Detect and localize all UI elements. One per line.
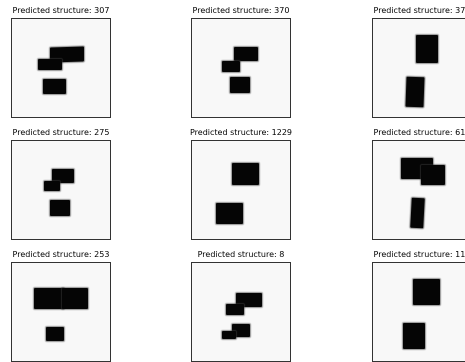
structure-image (372, 18, 465, 118)
block-shape (46, 327, 64, 341)
panel-title: Predicted structure: 253 (12, 250, 110, 259)
block-shape (34, 288, 64, 309)
block-shape (421, 165, 445, 185)
panel-title: Predicted structure: 307 (12, 6, 110, 15)
block-shape (410, 197, 425, 229)
block-shape (416, 35, 438, 63)
block-shape (230, 77, 250, 93)
structure-image (191, 262, 291, 362)
block-shape (232, 163, 259, 185)
block-shape (236, 293, 262, 307)
structure-image (11, 18, 111, 118)
panel-title: Predicted structure: 374 (373, 6, 465, 15)
structure-image (11, 262, 111, 362)
structure-image (372, 262, 465, 362)
panel-title: Predicted structure: 614 (373, 128, 465, 137)
panel-title: Predicted structure: 370 (192, 6, 290, 15)
block-shape (50, 200, 70, 216)
block-shape (234, 47, 258, 61)
block-shape (403, 323, 425, 349)
panel-title: Predicted structure: 275 (12, 128, 110, 137)
panel-title: Predicted structure: 1229 (190, 128, 292, 137)
block-shape (222, 331, 236, 339)
structure-image (191, 140, 291, 240)
panel-title: Predicted structure: 112 (373, 250, 465, 259)
block-shape (38, 59, 62, 70)
block-shape (62, 288, 88, 309)
block-shape (413, 279, 440, 305)
panel-title: Predicted structure: 8 (197, 250, 285, 259)
structure-image (372, 140, 465, 240)
block-shape (52, 169, 74, 183)
structure-image (191, 18, 291, 118)
block-shape (222, 61, 240, 72)
block-shape (43, 79, 66, 94)
block-shape (405, 76, 425, 108)
block-shape (44, 181, 60, 191)
block-shape (226, 304, 244, 315)
structure-image (11, 140, 111, 240)
block-shape (232, 324, 250, 337)
block-shape (216, 203, 243, 224)
